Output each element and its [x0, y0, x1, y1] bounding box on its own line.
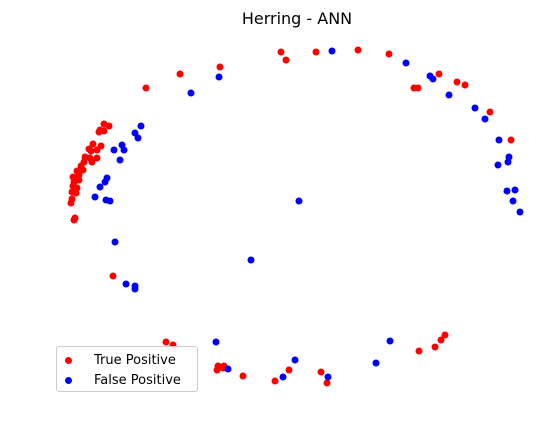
- point-false-positive-15: [120, 146, 128, 154]
- legend-item-false-positive: False Positive: [65, 371, 181, 389]
- point-true-positive-44: [70, 216, 78, 224]
- point-false-positive-3: [402, 59, 410, 67]
- point-false-positive-6: [445, 91, 453, 99]
- point-true-positive-7: [142, 84, 150, 92]
- point-true-positive-45: [109, 272, 117, 280]
- point-true-positive-2: [312, 48, 320, 56]
- point-false-positive-9: [137, 122, 145, 130]
- point-true-positive-13: [486, 108, 494, 116]
- point-false-positive-32: [247, 256, 255, 264]
- point-true-positive-49: [415, 347, 423, 355]
- point-false-positive-12: [495, 136, 503, 144]
- point-false-positive-37: [212, 338, 220, 346]
- point-true-positive-56: [239, 372, 247, 380]
- point-false-positive-7: [471, 104, 479, 112]
- point-true-positive-1: [282, 56, 290, 64]
- point-true-positive-24: [87, 147, 95, 155]
- point-false-positive-2: [187, 89, 195, 97]
- legend-label-true-positive: True Positive: [94, 352, 176, 368]
- point-true-positive-23: [93, 146, 101, 154]
- point-true-positive-58: [285, 366, 293, 374]
- point-false-positive-33: [122, 280, 130, 288]
- point-false-positive-25: [106, 197, 114, 205]
- point-false-positive-23: [91, 193, 99, 201]
- point-true-positive-9: [453, 78, 461, 86]
- point-true-positive-42: [67, 199, 75, 207]
- point-true-positive-48: [431, 343, 439, 351]
- point-false-positive-29: [516, 208, 524, 216]
- legend: True Positive False Positive: [56, 346, 198, 392]
- point-true-positive-40: [72, 189, 80, 197]
- point-true-positive-20: [89, 140, 97, 148]
- point-false-positive-30: [295, 197, 303, 205]
- point-true-positive-19: [100, 127, 108, 135]
- point-true-positive-57: [271, 377, 279, 385]
- point-true-positive-4: [385, 50, 393, 58]
- chart-title: Herring - ANN: [242, 9, 352, 28]
- point-false-positive-26: [503, 187, 511, 195]
- point-false-positive-21: [101, 178, 109, 186]
- point-false-positive-35: [131, 285, 139, 293]
- point-false-positive-36: [386, 337, 394, 345]
- point-true-positive-0: [277, 48, 285, 56]
- point-true-positive-47: [437, 336, 445, 344]
- point-true-positive-3: [354, 46, 362, 54]
- point-true-positive-5: [216, 63, 224, 71]
- point-false-positive-42: [324, 373, 332, 381]
- point-true-positive-6: [176, 70, 184, 78]
- point-true-positive-29: [88, 158, 96, 166]
- point-false-positive-18: [504, 158, 512, 166]
- point-true-positive-33: [75, 171, 83, 179]
- point-false-positive-27: [511, 186, 519, 194]
- point-true-positive-32: [79, 166, 87, 174]
- point-false-positive-28: [509, 197, 517, 205]
- point-true-positive-36: [75, 176, 83, 184]
- point-false-positive-31: [111, 238, 119, 246]
- point-false-positive-38: [291, 356, 299, 364]
- points-layer: [67, 46, 524, 387]
- point-false-positive-8: [481, 115, 489, 123]
- point-true-positive-16: [105, 122, 113, 130]
- point-true-positive-12: [414, 84, 422, 92]
- point-true-positive-54: [213, 366, 221, 374]
- point-false-positive-14: [110, 146, 118, 154]
- point-false-positive-5: [429, 75, 437, 83]
- point-true-positive-14: [507, 136, 515, 144]
- point-false-positive-39: [372, 359, 380, 367]
- point-false-positive-19: [494, 161, 502, 169]
- point-true-positive-59: [317, 368, 325, 376]
- point-true-positive-25: [93, 154, 101, 162]
- point-false-positive-41: [279, 373, 287, 381]
- point-true-positive-60: [323, 379, 331, 387]
- point-false-positive-40: [224, 365, 232, 373]
- legend-label-false-positive: False Positive: [94, 372, 181, 388]
- point-true-positive-50: [162, 338, 170, 346]
- point-false-positive-11: [134, 134, 142, 142]
- point-false-positive-22: [96, 183, 104, 191]
- point-false-positive-16: [116, 156, 124, 164]
- legend-marker-true-positive: [65, 356, 72, 364]
- point-false-positive-0: [328, 47, 336, 55]
- point-true-positive-46: [441, 331, 449, 339]
- point-false-positive-1: [215, 73, 223, 81]
- point-true-positive-8: [435, 70, 443, 78]
- legend-item-true-positive: True Positive: [65, 351, 176, 369]
- legend-marker-false-positive: [65, 376, 72, 384]
- point-true-positive-10: [461, 81, 469, 89]
